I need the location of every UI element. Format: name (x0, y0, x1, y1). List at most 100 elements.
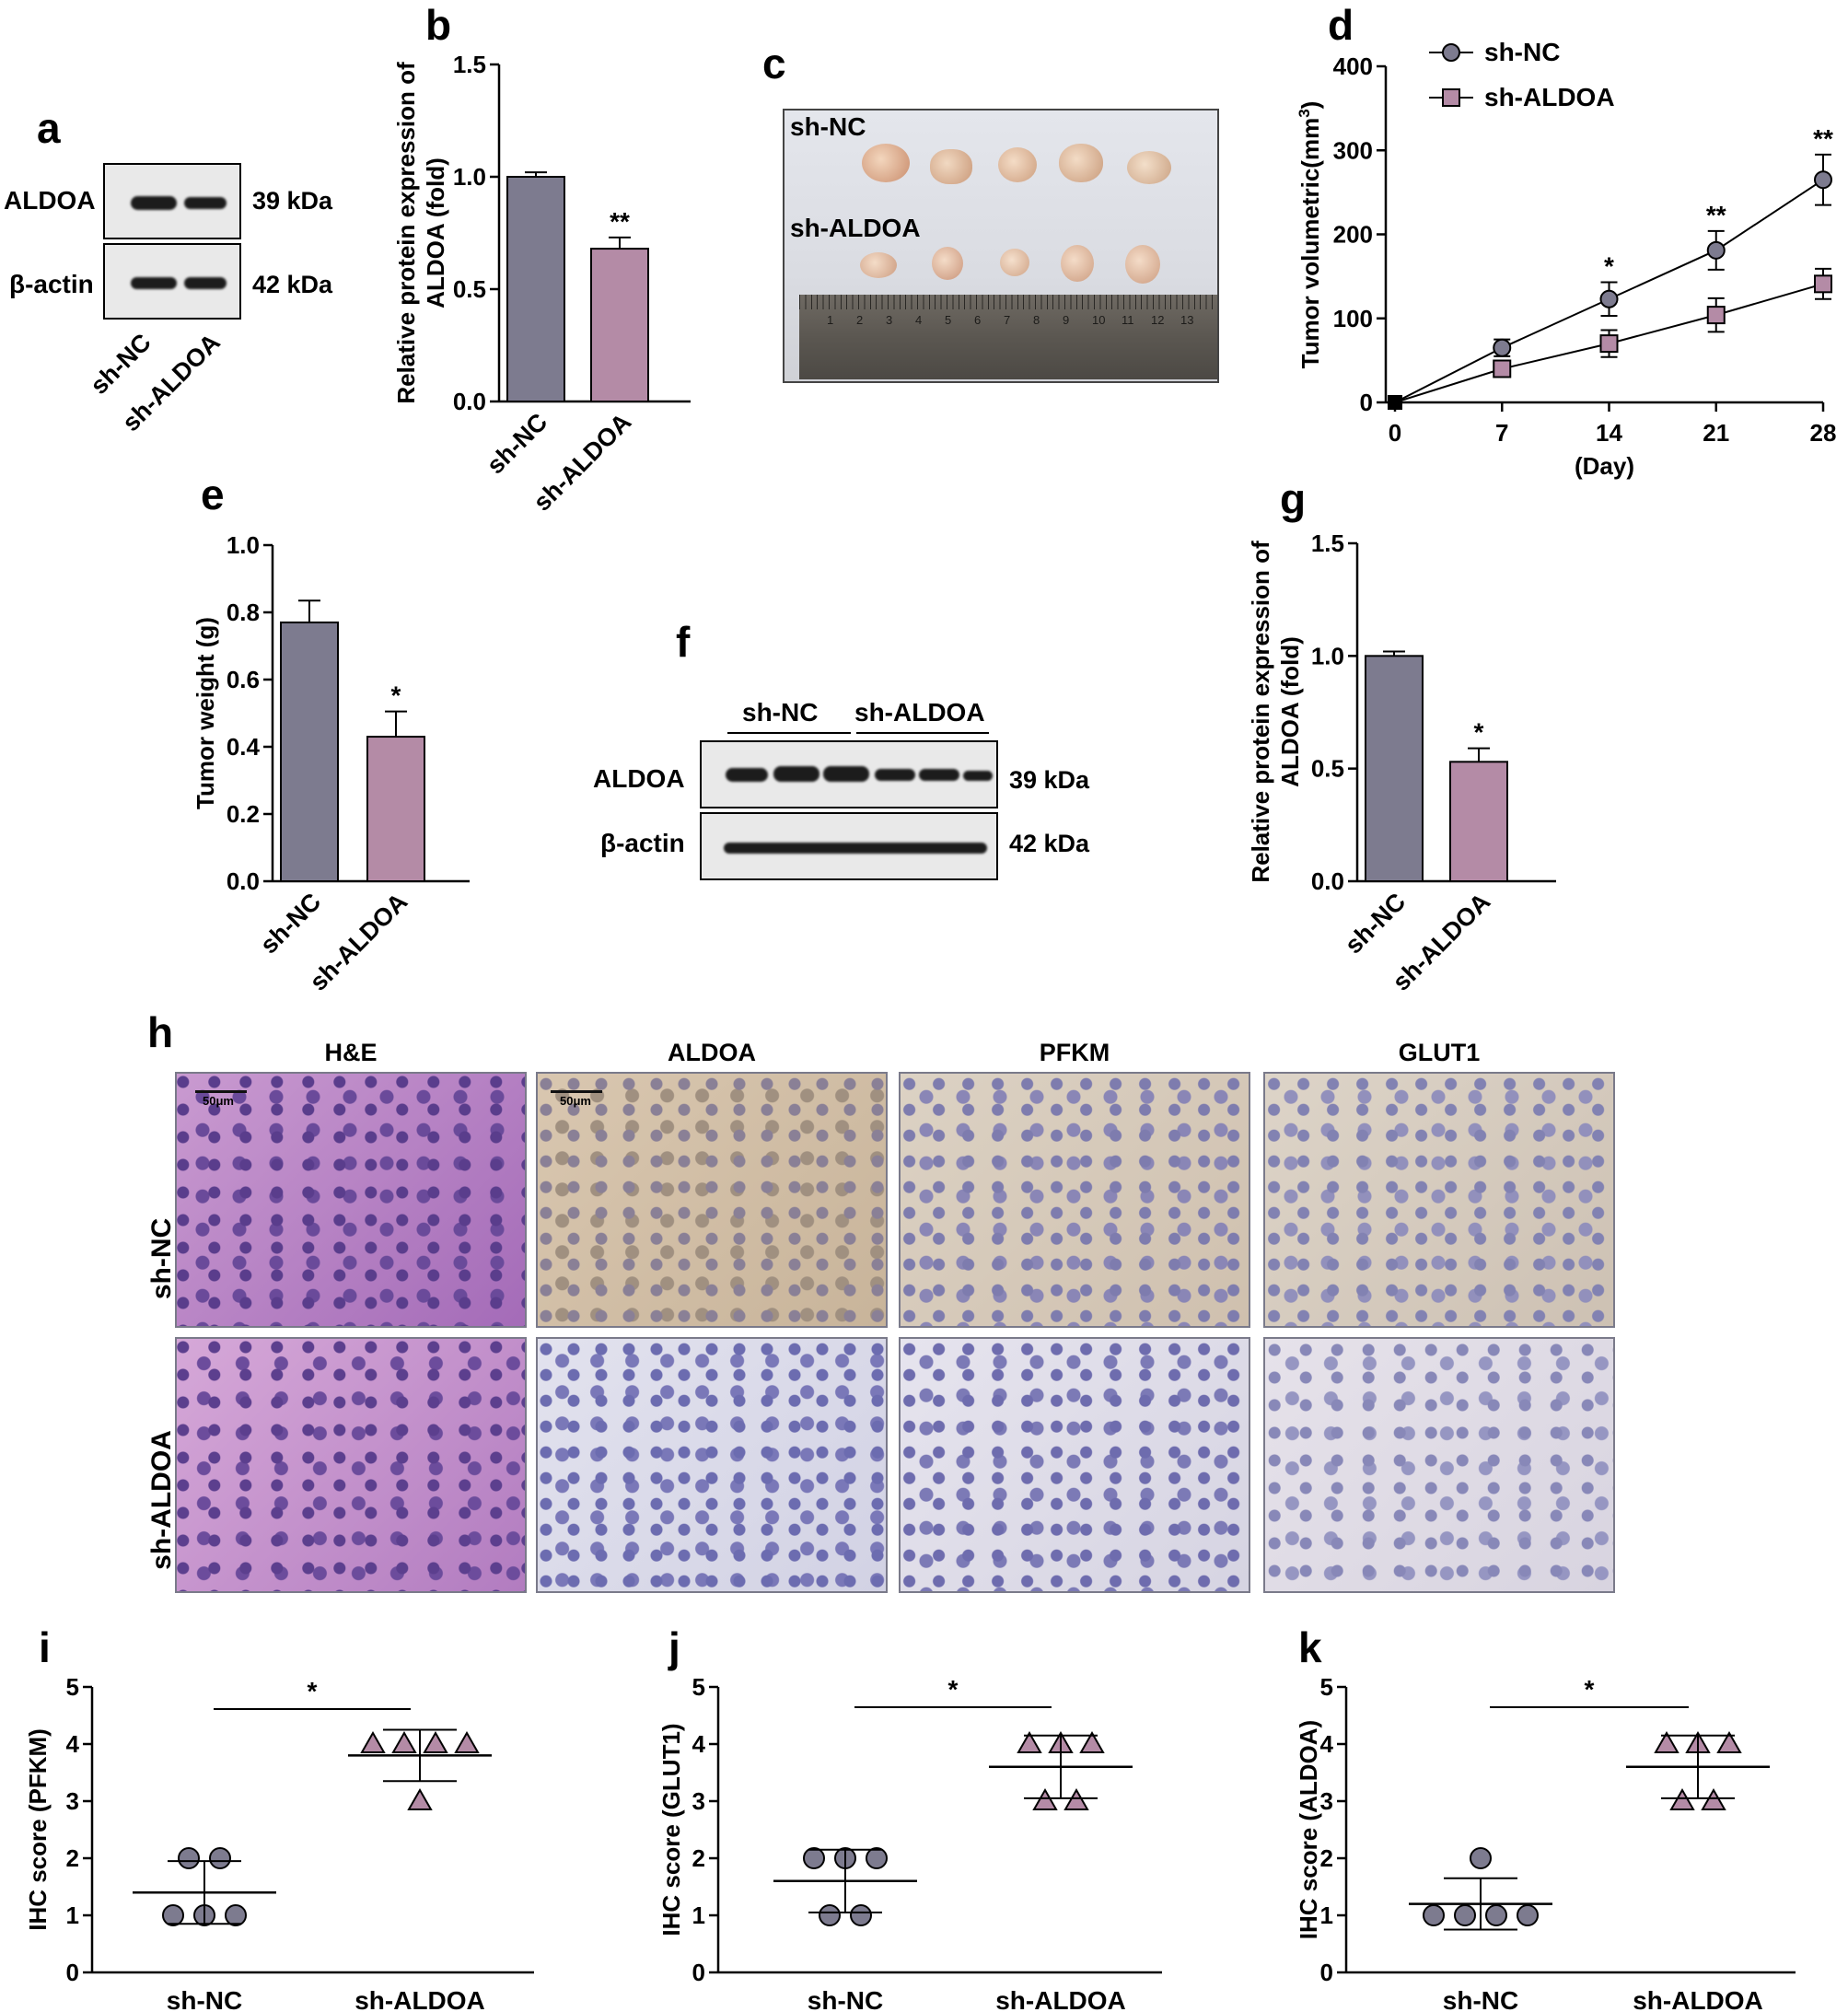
chart-e-bar (280, 621, 339, 882)
scale-bar-aldoa (551, 1090, 602, 1093)
ihc-col-pfkm: PFKM (1039, 1039, 1110, 1066)
blot-a-band-actin-nc (131, 277, 177, 289)
chart-k-point-nc (1485, 1904, 1507, 1926)
chart-d-point (1814, 170, 1832, 190)
blot-a-band-actin-aldoa (184, 277, 227, 289)
blot-f-band-1 (726, 768, 768, 782)
ruler-number: 12 (1151, 313, 1165, 327)
scale-bar-he (195, 1090, 247, 1093)
chart-j-y-tick-label: 2 (692, 1844, 705, 1872)
blot-a-size-aldoa: 39 kDa (252, 187, 333, 215)
ihc-row-aldoa: sh-ALDOA (146, 1430, 177, 1570)
chart-d-x-tick-label: 21 (1703, 419, 1729, 447)
tumor-nc-2 (930, 149, 972, 184)
chart-i-y-tick-label: 0 (66, 1959, 79, 1986)
ruler-number: 2 (856, 313, 864, 327)
blot-f-actin-band (724, 843, 987, 854)
panel-label-h: h (147, 1008, 174, 1056)
chart-k-x-tick-label: sh-NC (1443, 1986, 1518, 2012)
ruler-number: 1 (827, 313, 834, 327)
chart-g-y-tick-label: 0.0 (1311, 867, 1344, 895)
ruler-number: 5 (945, 313, 952, 327)
chart-j-point-aldoa (1063, 1787, 1089, 1810)
chart-d-point (1599, 289, 1619, 308)
blot-f-band-2 (773, 766, 819, 782)
scale-bar-he-label: 50μm (203, 1094, 234, 1108)
blot-a-size-actin: 42 kDa (252, 271, 333, 298)
tumor-nc-4 (1059, 144, 1103, 182)
chart-d-legend-label-aldoa: sh-ALDOA (1484, 83, 1615, 111)
blot-f-band-5 (919, 769, 959, 781)
panel-label-i: i (39, 1623, 51, 1671)
chart-j-point-nc (850, 1904, 872, 1926)
chart-i-y-tick-label: 2 (66, 1844, 79, 1872)
chart-i-y-tick-label: 4 (66, 1730, 80, 1758)
scale-bar-aldoa-label: 50μm (560, 1094, 591, 1108)
chart-j-point-nc (819, 1904, 841, 1926)
chart-i-point-nc (162, 1904, 184, 1926)
chart-i-point-aldoa (360, 1730, 386, 1753)
chart-k-y-tick-label: 4 (1320, 1730, 1334, 1758)
panel-label-g: g (1280, 475, 1307, 523)
blot-f-row-actin: β-actin (600, 829, 685, 857)
chart-e-y-label: Tumor weight (g) (192, 617, 219, 809)
chart-j-y-tick-label: 3 (692, 1787, 705, 1815)
ihc-he-aldoa (175, 1337, 527, 1593)
tumor-photo: sh-NC sh-ALDOA 1 2 3 4 5 6 7 8 9 10 11 12 13 (783, 109, 1219, 383)
blot-f-group-aldoa: sh-ALDOA (854, 698, 985, 727)
chart-d-y-label: Tumor volumetric(mm3) (1296, 101, 1324, 369)
chart-e-y-tick-label: 1.0 (227, 531, 260, 559)
panel-label-d: d (1328, 1, 1354, 49)
ruler-number: 8 (1033, 313, 1040, 327)
chart-b-bar (506, 176, 565, 402)
chart-i-point-aldoa (407, 1787, 433, 1810)
chart-i-y-tick-label: 3 (66, 1787, 79, 1815)
chart-i-point-aldoa (423, 1730, 448, 1753)
chart-d-x-label: (Day) (1575, 452, 1634, 480)
panel-label-e: e (201, 471, 225, 518)
chart-e-y-tick-label: 0.0 (227, 867, 260, 895)
chart-d-x-tick-label: 28 (1810, 419, 1837, 447)
chart-b-bar (590, 248, 649, 402)
blot-f-group-line-nc (727, 732, 851, 734)
chart-k-significance: * (1585, 1675, 1595, 1704)
tumor-aldoa-1 (860, 252, 897, 278)
ihc-aldoa-nc: 50μm (536, 1072, 888, 1328)
panel-label-j: j (668, 1623, 680, 1671)
ruler-ticks (799, 295, 1217, 309)
panel-label-b: b (425, 1, 452, 49)
tumor-aldoa-2 (932, 247, 963, 280)
chart-e-bar (366, 736, 425, 882)
chart-i-significance: * (308, 1677, 318, 1705)
chart-d-y-tick-label: 0 (1360, 389, 1373, 416)
chart-i-y-tick-label: 5 (66, 1673, 79, 1701)
chart-i-point-aldoa (391, 1730, 417, 1753)
chart-b-y-label: Relative protein expression of (392, 62, 420, 404)
chart-k-y-tick-label: 5 (1320, 1673, 1333, 1701)
chart-b-y-tick-label: 0.0 (453, 388, 486, 415)
chart-d-point (1493, 338, 1512, 357)
chart-k-point-aldoa (1701, 1787, 1726, 1810)
chart-g-y-tick-label: 1.5 (1311, 529, 1344, 557)
chart-i-y-tick-label: 1 (66, 1902, 79, 1929)
panel-label-k: k (1298, 1623, 1322, 1671)
ihc-glut1-nc (1263, 1072, 1615, 1328)
chart-g-significance: * (1474, 718, 1484, 747)
chart-j-x-tick-label: sh-NC (808, 1986, 883, 2012)
chart-k-point-nc (1470, 1847, 1492, 1869)
chart-d-significance: ** (1813, 124, 1833, 153)
chart-d-legend-label-nc: sh-NC (1484, 38, 1560, 66)
blot-f-band-6 (963, 771, 993, 781)
chart-j-y-label: IHC score (GLUT1) (657, 1723, 685, 1936)
chart-i-point-nc (209, 1847, 231, 1869)
chart-d-legend-marker-nc (1442, 43, 1460, 62)
chart-i-point-nc (178, 1847, 200, 1869)
chart-k-point-aldoa (1716, 1730, 1742, 1753)
blot-f-group-line-aldoa (856, 732, 989, 734)
chart-i-x-tick-label: sh-NC (167, 1986, 242, 2012)
blot-a-band-aldoa (184, 197, 227, 209)
photo-label-aldoa: sh-ALDOA (790, 214, 921, 242)
tumor-nc-1 (862, 144, 910, 182)
chart-g-y-label: Relative protein expression of (1247, 541, 1274, 883)
chart-d-point (1388, 395, 1402, 410)
